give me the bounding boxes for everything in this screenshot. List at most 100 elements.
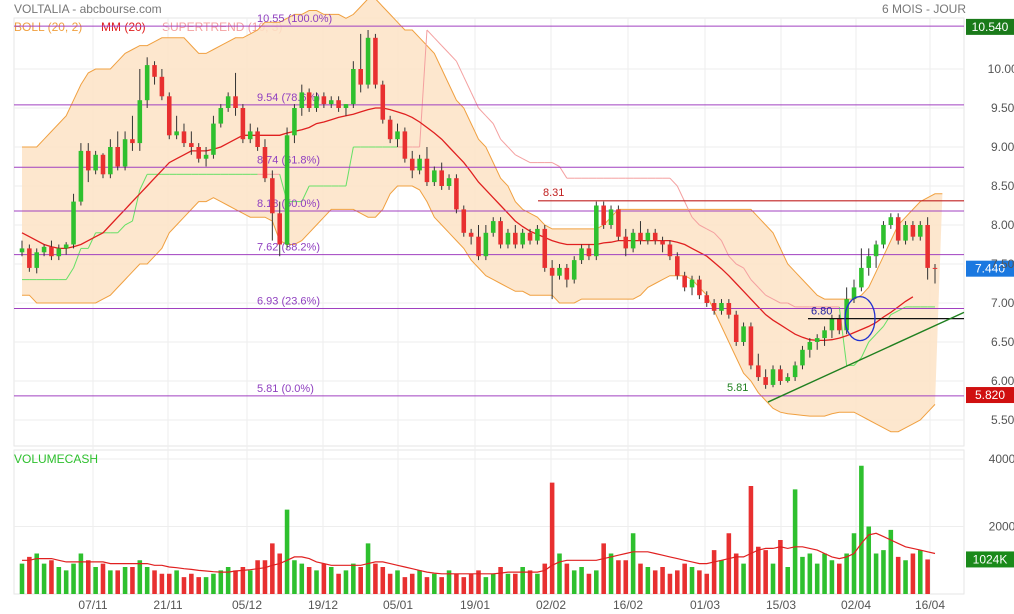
supertrend-segment: [860, 341, 870, 358]
supertrend-segment: [728, 255, 737, 265]
candle-body: [314, 96, 319, 108]
candle-body: [144, 65, 150, 101]
volume-bar: [461, 577, 467, 594]
volume-bar: [770, 563, 776, 594]
date-tick-label: 16/04: [915, 598, 945, 612]
volume-bar: [910, 553, 916, 594]
volume-bar: [306, 567, 312, 594]
candle-body: [461, 209, 467, 233]
supertrend-segment: [772, 298, 781, 304]
date-tick-label: 21/11: [153, 598, 182, 612]
candle-body: [321, 96, 327, 105]
date-tick-label: 07/11: [78, 598, 107, 612]
candle-body: [505, 232, 511, 245]
supertrend-segment: [441, 45, 450, 54]
volume-bar: [520, 567, 525, 594]
volume-bar: [247, 570, 253, 594]
volume-panel-frame: [13, 449, 965, 595]
candle-body: [380, 84, 386, 120]
candle-body: [56, 248, 62, 257]
chart-title: VOLTALIA - abcbourse.com: [14, 2, 162, 16]
candle-body: [756, 365, 761, 378]
supertrend-segment: [455, 60, 465, 78]
date-tick-label: 16/02: [613, 598, 643, 612]
volume-bar: [41, 563, 47, 594]
volume-bar: [800, 556, 805, 594]
period-label[interactable]: 6 MOIS - JOUR: [881, 2, 966, 16]
candle-body: [594, 205, 599, 257]
candle-body: [85, 150, 91, 171]
candle-body: [917, 225, 923, 237]
volume-bar: [358, 567, 363, 594]
volume-bar: [601, 543, 606, 594]
volume-bar: [652, 570, 658, 594]
candle-body: [137, 100, 143, 144]
volume-bar: [373, 563, 378, 594]
candle-body: [711, 303, 717, 311]
candle-body: [343, 104, 349, 108]
volume-bar: [262, 560, 268, 594]
volume-bar: [409, 573, 415, 594]
volume-bar: [571, 570, 577, 594]
candle-body: [873, 244, 879, 257]
supertrend-segment: [507, 146, 516, 156]
legend-boll[interactable]: BOLL (20, 2): [14, 20, 83, 34]
candle-body: [270, 178, 275, 214]
volume-bar: [211, 573, 216, 594]
volume-bar: [218, 570, 224, 594]
volume-bar: [925, 559, 930, 594]
volume-bar: [704, 573, 710, 594]
candle-body: [284, 135, 290, 245]
volume-bar: [873, 553, 879, 594]
volume-bar: [792, 489, 798, 594]
bollinger-lower: [22, 185, 936, 433]
candle-body: [903, 225, 908, 241]
candle-body: [800, 349, 805, 366]
supertrend-segment: [757, 287, 767, 296]
candle-body: [100, 154, 106, 175]
supertrend-segment: [139, 174, 148, 191]
candle-body: [675, 256, 680, 276]
candle-body: [196, 147, 201, 159]
supertrend-segment: [522, 158, 531, 164]
supertrend-segment: [345, 146, 354, 187]
volume-bar: [34, 553, 40, 594]
candle-body: [770, 369, 776, 385]
date-tick-label: 02/04: [841, 598, 871, 612]
volume-bar: [439, 577, 444, 594]
volume-bar: [395, 570, 400, 594]
candle-body: [49, 246, 54, 257]
candle-body: [785, 377, 791, 381]
candle-body: [166, 96, 172, 136]
volume-bar: [697, 570, 702, 594]
volume-bar: [78, 553, 84, 594]
candles: [19, 30, 938, 389]
candle-body: [645, 232, 651, 241]
volume-bar: [166, 573, 172, 594]
volume-bar: [895, 556, 901, 594]
high-price-badge-bg: [966, 18, 1014, 35]
candle-body: [203, 154, 209, 159]
candle-body: [719, 303, 724, 311]
legend-supertrend[interactable]: SUPERTREND (10, 3): [162, 20, 283, 34]
supertrend-segment: [868, 333, 877, 343]
candle-body: [792, 365, 798, 378]
volume-bar: [711, 550, 717, 594]
volume-bar: [498, 567, 503, 594]
breakout-circle: [844, 295, 876, 342]
fib-level-label: 10.55 (100.0%): [257, 13, 332, 25]
candle-body: [395, 131, 400, 140]
date-tick-label: 05/01: [383, 598, 413, 612]
candle-body: [233, 96, 238, 108]
candle-body: [454, 178, 459, 210]
supertrend-segment: [87, 232, 97, 249]
volume-bar: [778, 540, 783, 594]
legend-mm[interactable]: MM (20): [101, 20, 146, 34]
candle-body: [306, 92, 312, 108]
volume-bar: [19, 563, 25, 594]
price-tick-label: 7.500: [991, 257, 1014, 271]
supertrend-segment: [117, 224, 126, 234]
date-tick-label: 15/03: [766, 598, 796, 612]
candle-body: [262, 147, 268, 179]
